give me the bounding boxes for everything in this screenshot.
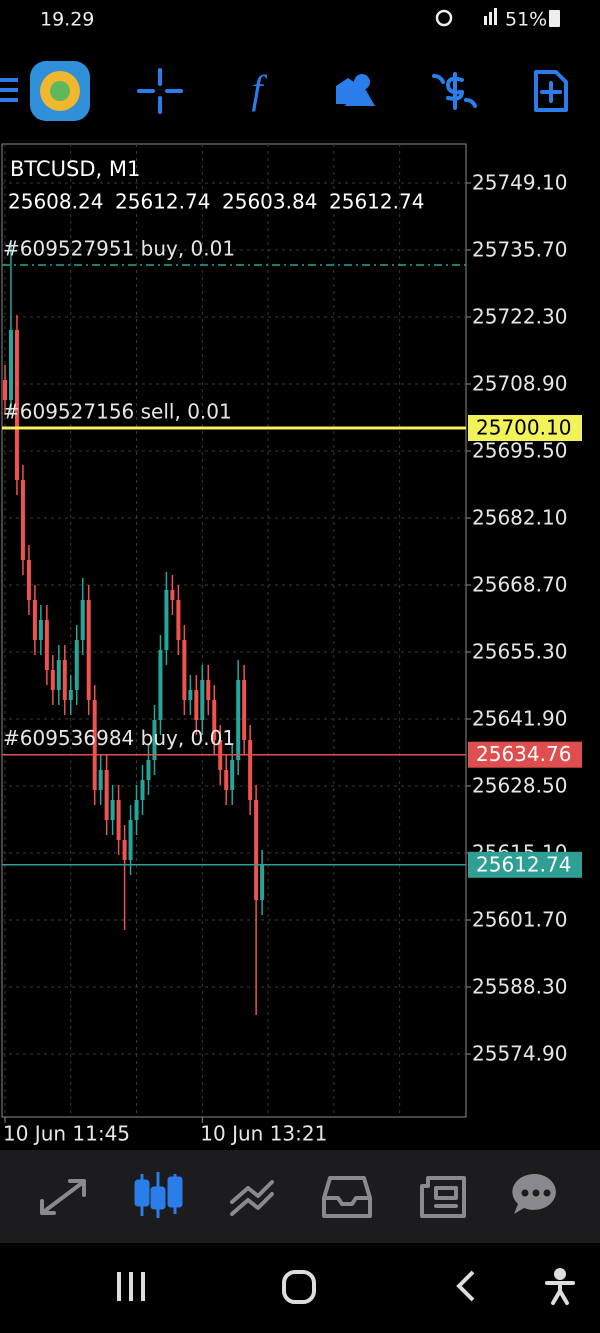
bottom-toolbar: [0, 1150, 600, 1243]
candle-body: [74, 640, 79, 690]
messages-tab[interactable]: [512, 1173, 556, 1214]
history-tab[interactable]: [322, 1176, 372, 1218]
ohlc-value: 25608.24: [8, 190, 103, 214]
candle-body: [38, 620, 43, 640]
candle-body: [242, 680, 247, 740]
candle-body: [188, 690, 193, 700]
trade-tab[interactable]: [230, 1180, 274, 1216]
chart-tab[interactable]: [134, 1172, 183, 1218]
order-label: #609536984 buy, 0.01: [3, 726, 235, 750]
y-tick-label: 25668.70: [472, 573, 567, 597]
candle-body: [122, 840, 127, 860]
candle-body: [212, 700, 217, 740]
y-tick-label: 25749.10: [472, 171, 567, 195]
price-box-label: 25634.76: [476, 742, 571, 766]
chart-frame: [1, 143, 467, 1118]
candle-body: [20, 480, 25, 560]
news-tab[interactable]: [420, 1176, 466, 1218]
y-tick-label: 25601.70: [472, 908, 567, 932]
candle-body: [50, 670, 55, 690]
ohlc-readout: 25608.24 25612.74 25603.84 25612.74: [8, 190, 424, 214]
y-tick-label: 25735.70: [472, 238, 567, 262]
clock: 19.29: [40, 9, 94, 31]
candle-body: [110, 800, 115, 820]
candle-body: [182, 640, 187, 700]
ohlc-value: 25603.84: [222, 190, 317, 214]
order-label: #609527156 sell, 0.01: [3, 400, 232, 424]
candle-body: [68, 690, 73, 700]
price-box: [468, 415, 582, 441]
candle-body: [116, 800, 121, 840]
home-button[interactable]: [282, 1270, 316, 1304]
candle-body: [62, 660, 67, 700]
x-tick-label: 10 Jun 11:45: [3, 1122, 130, 1146]
candle-body: [80, 600, 85, 640]
status-icons: [435, 8, 560, 27]
candle-body: [170, 590, 175, 600]
new-order-button[interactable]: [534, 70, 568, 112]
objects-button[interactable]: [336, 74, 375, 106]
x-tick-label: 10 Jun 13:21: [200, 1122, 327, 1146]
candle-body: [224, 770, 229, 790]
price-box-label: 25612.74: [476, 852, 571, 876]
y-tick-label: 25574.90: [472, 1042, 567, 1066]
back-button[interactable]: [456, 1270, 475, 1302]
crosshair-button[interactable]: [137, 68, 183, 114]
candle-body: [44, 620, 49, 670]
order-label: #609527951 buy, 0.01: [3, 237, 235, 261]
app-logo[interactable]: [30, 61, 90, 121]
y-tick-label: 25655.30: [472, 640, 567, 664]
candle-body: [158, 650, 163, 720]
accessibility-button[interactable]: [545, 1268, 575, 1305]
y-tick-label: 25588.30: [472, 975, 567, 999]
y-tick-label: 25695.50: [472, 439, 567, 463]
menu-button[interactable]: [0, 78, 18, 102]
candle-body: [26, 560, 31, 600]
candle-body: [206, 680, 211, 700]
ohlc-value: 25612.74: [329, 190, 424, 214]
candle-body: [104, 770, 109, 820]
price-box: [468, 741, 582, 768]
y-tick-label: 25628.50: [472, 774, 567, 798]
candle-body: [98, 770, 103, 790]
chart-symbol: BTCUSD, M1: [10, 157, 140, 181]
y-tick-label: 25722.30: [472, 305, 567, 329]
candle-body: [134, 800, 139, 820]
candle-body: [230, 760, 235, 790]
chart-plot: #609527951 buy, 0.01 #609527156 sell, 0.0…: [2, 144, 471, 1123]
candle-body: [194, 690, 199, 720]
price-box-label: 25700.10: [476, 416, 571, 440]
candle-body: [2, 380, 7, 400]
ohlc-value: 25612.74: [115, 190, 210, 214]
candle-body: [146, 760, 151, 780]
candle-body: [86, 600, 91, 700]
trade-button[interactable]: [432, 72, 477, 110]
quotes-tab[interactable]: [40, 1179, 86, 1215]
candle-body: [164, 590, 169, 650]
candle-body: [32, 600, 37, 640]
y-tick-label: 25708.90: [472, 372, 567, 396]
candle-body: [152, 720, 157, 760]
candle-body: [254, 800, 259, 900]
candle-body: [176, 600, 181, 640]
price-box: [468, 851, 582, 878]
candle-body: [92, 700, 97, 790]
recent-apps-button[interactable]: [117, 1272, 145, 1301]
battery-level: 51%: [505, 9, 547, 31]
candle-body: [14, 330, 19, 480]
candle-body: [140, 780, 145, 800]
candle-body: [260, 864, 265, 900]
y-tick-label: 25641.90: [472, 707, 567, 731]
candle-body: [236, 680, 241, 760]
candle-body: [248, 740, 253, 800]
y-tick-label: 25682.10: [472, 506, 567, 530]
candle-body: [200, 680, 205, 720]
candle-body: [8, 330, 13, 400]
candle-body: [56, 660, 61, 690]
indicators-button[interactable]: f: [251, 67, 267, 112]
candle-body: [128, 820, 133, 860]
